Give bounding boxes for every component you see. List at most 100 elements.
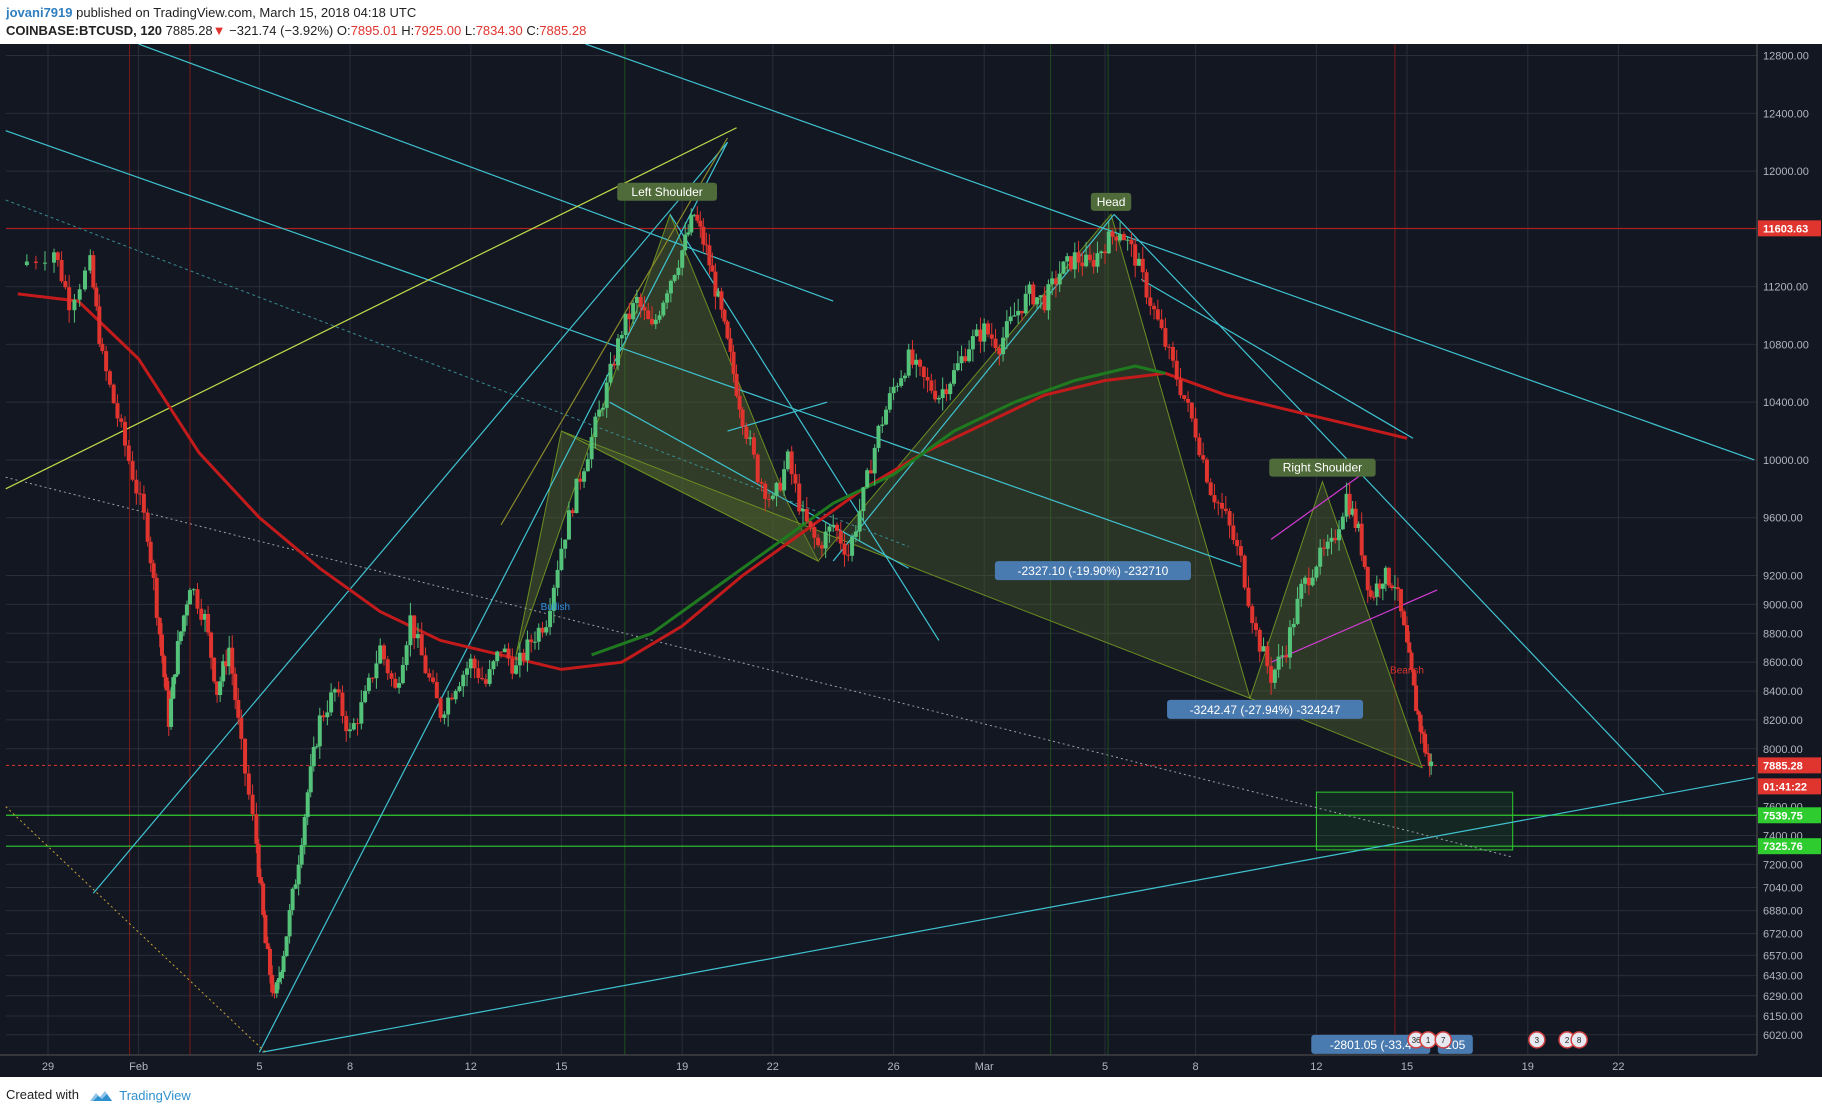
event-badge-label: 1: [1426, 1036, 1431, 1045]
price-tag: [1758, 778, 1821, 795]
trendline-descending-long: [585, 43, 1755, 461]
candle-body: [1280, 655, 1285, 657]
candle-body: [801, 509, 805, 512]
candle-body: [1371, 596, 1376, 598]
candle-body: [676, 267, 681, 276]
candle-body: [236, 699, 241, 718]
candle-body: [111, 384, 116, 404]
candle-body: [989, 334, 994, 339]
candle-body: [141, 493, 146, 513]
candle-body: [1208, 482, 1213, 496]
price-tick-label: 9200.00: [1763, 570, 1803, 582]
candles: [24, 206, 1434, 999]
candle-body: [707, 245, 712, 266]
candle-body: [1299, 583, 1304, 599]
author-link[interactable]: jovani7919: [6, 5, 73, 20]
candle-body: [823, 531, 828, 549]
candle-body: [819, 545, 824, 549]
chart-area[interactable]: 6020.00 6150.00 6290.00 6430.00 6570.00 6720.…: [0, 43, 1822, 1077]
candle-body: [634, 296, 639, 304]
candle-body: [33, 261, 38, 263]
candle-body: [191, 589, 196, 591]
symbol-label: COINBASE:BTCUSD, 120: [6, 23, 163, 38]
candle-body: [284, 936, 289, 957]
candle-body: [221, 661, 226, 682]
candle-body: [1295, 598, 1300, 624]
candle-body: [997, 348, 1002, 355]
candle-body: [287, 910, 292, 937]
candle-body: [563, 539, 568, 549]
candle-body: [1106, 231, 1111, 254]
candle-body: [544, 627, 549, 633]
candle-body: [1080, 262, 1085, 267]
price-tick-label: 10800.00: [1763, 339, 1809, 351]
candle-body: [816, 537, 821, 546]
candle-body: [827, 526, 832, 532]
candle-body: [1144, 272, 1149, 298]
candle-body: [258, 877, 263, 884]
candle-body: [1380, 583, 1385, 589]
candle-body: [218, 681, 223, 696]
measure-label: -3242.47 (-27.94%) -324247: [1190, 703, 1341, 717]
candle-body: [442, 714, 447, 718]
candle-body: [1303, 577, 1308, 584]
candle-body: [1152, 305, 1157, 310]
candle-body: [272, 992, 277, 994]
candle-body: [1314, 566, 1319, 578]
candle-body: [256, 843, 261, 878]
candle-body: [1072, 252, 1077, 270]
candle-body: [578, 478, 583, 482]
candle-body: [157, 617, 162, 635]
candle-body: [1261, 646, 1266, 652]
candle-body: [1019, 310, 1024, 314]
time-tick-label: 26: [887, 1061, 899, 1073]
channel-magenta-bottom: [1270, 589, 1438, 663]
candle-body: [521, 652, 526, 661]
candle-body: [1065, 256, 1070, 262]
candle-body: [100, 343, 105, 352]
candle-body: [1004, 321, 1009, 338]
candle-body: [713, 271, 718, 297]
candle-body: [468, 658, 473, 669]
candle-body: [404, 645, 409, 665]
candle-body: [1008, 316, 1013, 322]
candle-body: [940, 389, 945, 398]
candle-body: [130, 460, 135, 480]
candle-body: [1337, 529, 1342, 541]
time-tick-label: 5: [1102, 1061, 1108, 1073]
candle-body: [1216, 502, 1221, 504]
candle-body: [134, 479, 139, 494]
candle-body: [1084, 254, 1089, 267]
tradingview-link[interactable]: TradingView: [119, 1088, 191, 1104]
candle-body: [529, 639, 534, 643]
candle-body: [366, 677, 371, 691]
price-tag-label: 7539.75: [1763, 810, 1803, 822]
candle-body: [332, 689, 337, 693]
candle-body: [243, 738, 248, 774]
candle-body: [680, 250, 685, 268]
candle-body: [1265, 646, 1270, 667]
price-tag: [1758, 757, 1821, 774]
candle-body: [955, 363, 960, 371]
candle-body: [770, 495, 775, 499]
candle-body: [438, 698, 443, 718]
candle-body: [1155, 309, 1160, 320]
price-chart[interactable]: 6020.00 6150.00 6290.00 6430.00 6570.00 6720.…: [0, 43, 1822, 1077]
candle-body: [1220, 502, 1225, 509]
candle-body: [119, 418, 124, 422]
candle-body: [1409, 652, 1414, 670]
candle-body: [506, 648, 511, 659]
candle-body: [446, 697, 451, 715]
candle-body: [985, 323, 990, 335]
trendline-head-left: [832, 214, 1115, 562]
candle-body: [585, 459, 590, 472]
price-tick-label: 8400.00: [1763, 686, 1803, 698]
candle-body: [921, 366, 926, 378]
candle-body: [566, 510, 571, 540]
candle-body: [42, 262, 47, 264]
candle-body: [472, 658, 477, 669]
candle-body: [97, 306, 102, 344]
candle-body: [838, 530, 843, 544]
candle-body: [123, 421, 128, 446]
candle-body: [1414, 685, 1419, 712]
